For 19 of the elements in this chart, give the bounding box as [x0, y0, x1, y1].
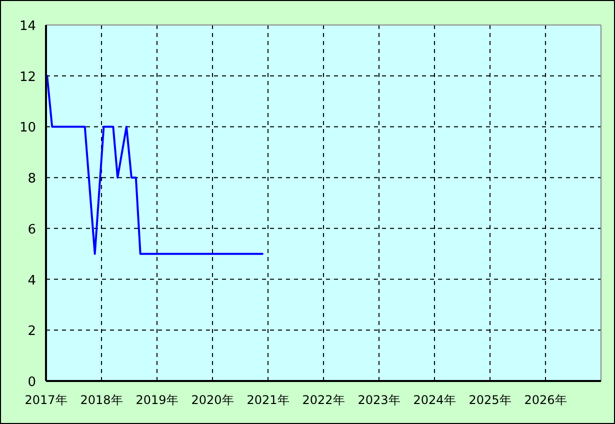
- y-tick-label: 4: [28, 273, 36, 288]
- x-tick-label: 2019年: [136, 393, 178, 407]
- x-tick-label: 2026年: [524, 393, 567, 407]
- x-tick-label: 2025年: [468, 393, 512, 407]
- x-tick-label: 2023年: [358, 393, 400, 407]
- x-tick-label: 2018年: [80, 393, 123, 407]
- x-tick-label: 2021年: [246, 393, 290, 407]
- line-series: [46, 74, 264, 255]
- x-tick-label: 2017年: [24, 393, 68, 407]
- y-tick-label: 14: [19, 19, 36, 34]
- y-tick-label: 8: [28, 172, 36, 187]
- y-tick-label: 6: [28, 222, 36, 238]
- x-tick-label: 2022年: [302, 393, 345, 407]
- x-tick-label: 2020年: [191, 393, 234, 407]
- x-tick-label: 2024年: [413, 393, 456, 407]
- y-tick-label: 12: [19, 70, 36, 85]
- y-tick-label: 0: [28, 375, 36, 390]
- y-tick-label: 10: [19, 120, 36, 136]
- y-tick-label: 2: [28, 324, 36, 340]
